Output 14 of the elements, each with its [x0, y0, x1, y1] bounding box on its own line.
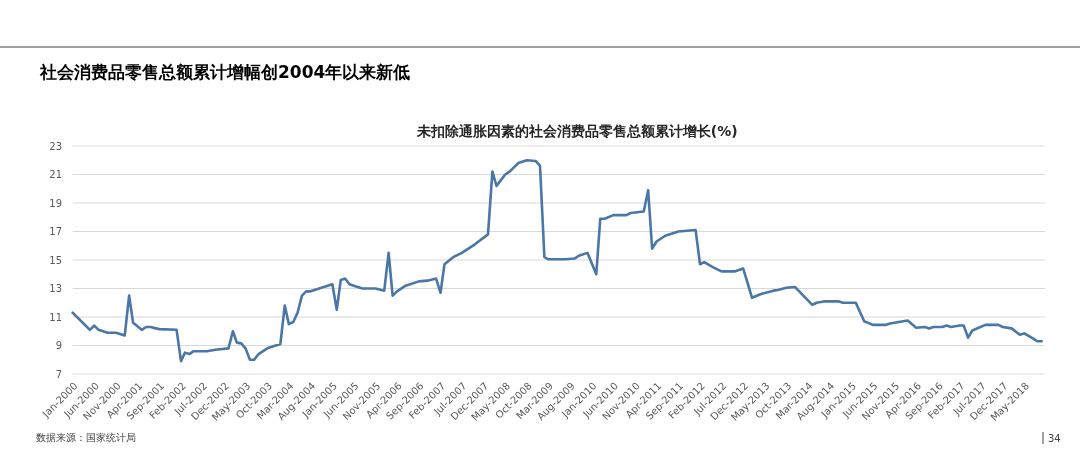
line-series [71, 158, 1043, 363]
chart-title: 社会消费品零售总额累计增幅创2004年以来新低 [39, 62, 411, 82]
text: 34 [1048, 433, 1061, 444]
y-tick-label: 21 [49, 169, 62, 180]
y-tick-label: 9 [55, 340, 62, 351]
y-tick-label: 11 [49, 311, 62, 323]
y-tick-label: 7 [55, 368, 62, 380]
y-tick-label: 23 [49, 140, 62, 152]
chart-subtitle: 未扣除通胀因素的社会消费品零售总额累计增长(%) [415, 123, 738, 139]
y-tick-label: 17 [49, 226, 62, 237]
y-tick-label: 15 [49, 254, 62, 266]
source-note: 数据来源：国家统计局 [36, 432, 136, 443]
y-tick-label: 19 [49, 197, 62, 209]
y-tick-label: 13 [49, 283, 62, 294]
